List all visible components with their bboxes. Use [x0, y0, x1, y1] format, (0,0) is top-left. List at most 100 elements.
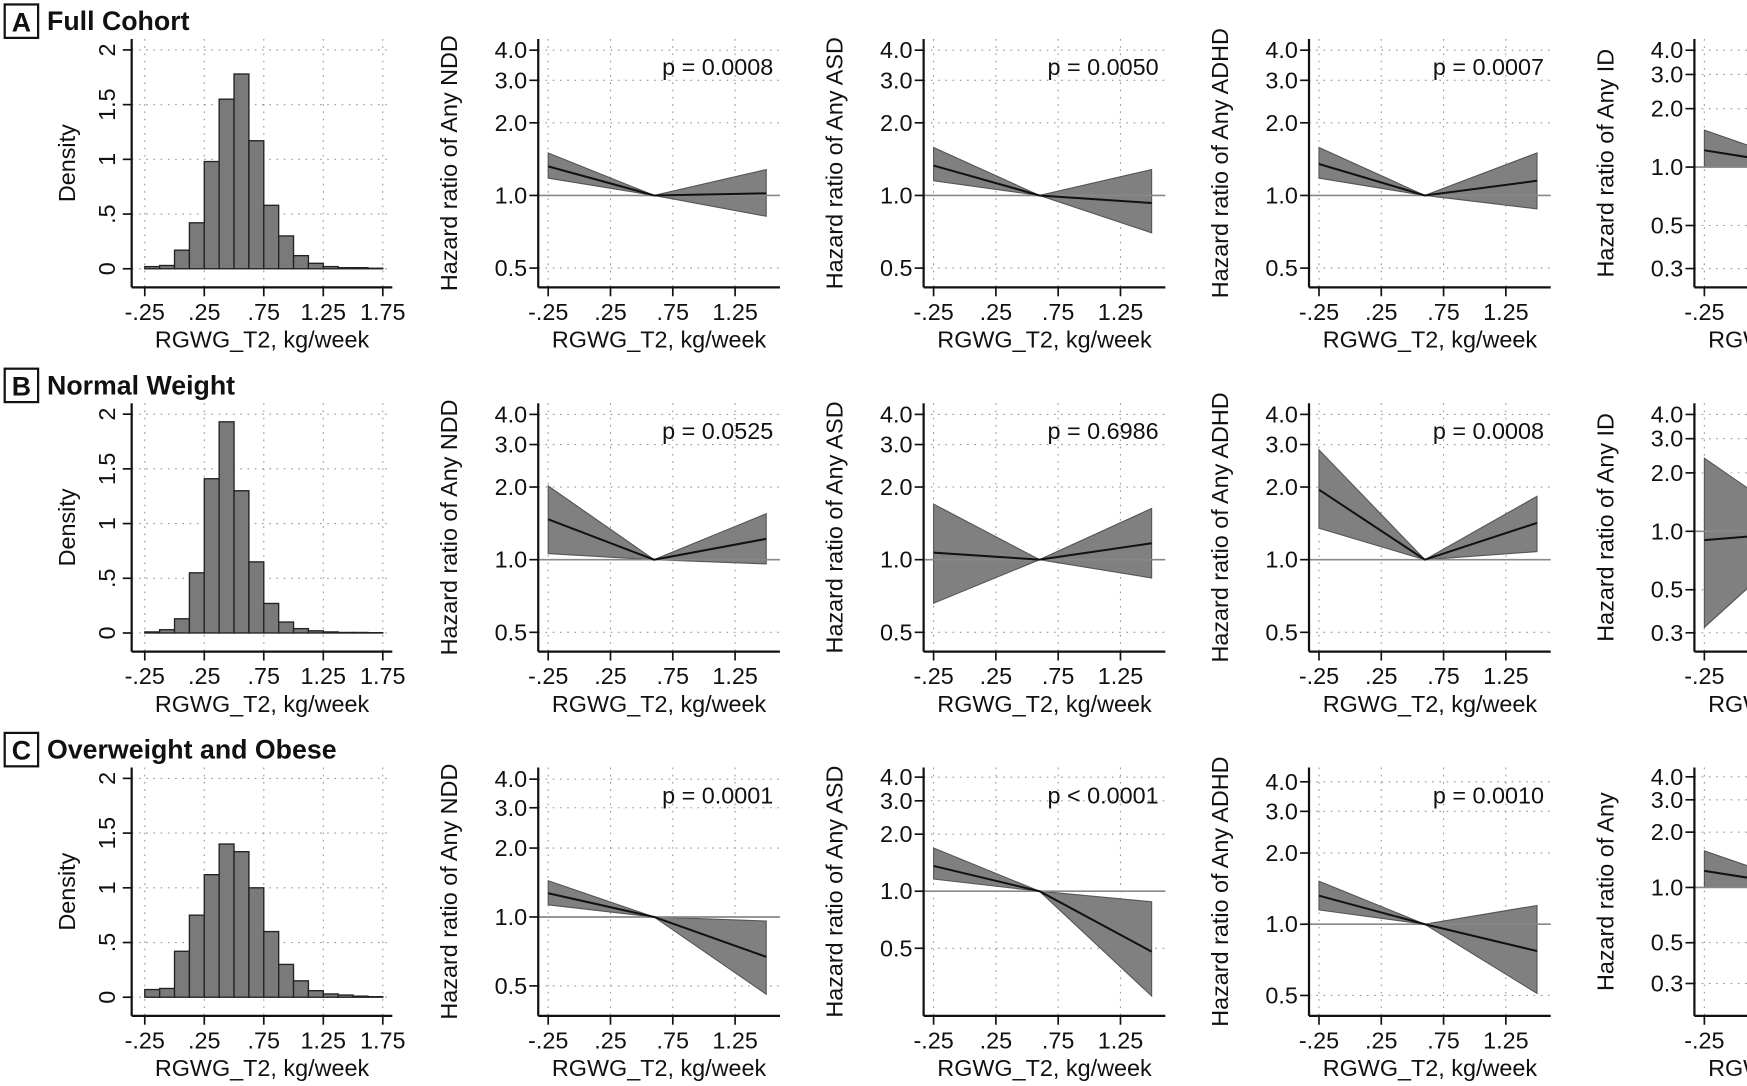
x-tick-label: 1.25: [301, 1027, 347, 1053]
x-tick-label: -.25: [1299, 1027, 1339, 1053]
x-tick-label: -.25: [1299, 663, 1339, 689]
x-tick-label: -.25: [913, 663, 953, 689]
hazard-line: [1318, 163, 1538, 197]
p-value: p = 0.0010: [1433, 782, 1544, 808]
x-tick-label: .75: [1042, 663, 1075, 689]
bar: [263, 602, 280, 634]
x-tick-label: .25: [1365, 1027, 1398, 1053]
y-tick-label: 3.0: [1265, 432, 1298, 458]
bar: [158, 264, 176, 270]
y-tick-label: 0.5: [495, 255, 527, 281]
confidence-band: [1703, 457, 1747, 629]
hazard-line: [547, 165, 767, 197]
y-tick-label: 3.0: [495, 432, 527, 458]
y-tick-label: 1.0: [1265, 911, 1298, 937]
y-tick-label: 2.0: [1265, 110, 1298, 136]
y-tick-label: 1.0: [1265, 547, 1298, 573]
x-tick-label: -.25: [913, 1027, 953, 1053]
hazard-line: [547, 892, 767, 958]
bar: [292, 254, 310, 270]
x-tick-label: 1.25: [712, 299, 758, 325]
y-axis-label: Hazard ratio of Any NDD: [436, 764, 462, 1020]
y-tick-label: 3.0: [880, 432, 913, 458]
hazard-line: [547, 518, 767, 561]
hazard-line: [933, 164, 1152, 205]
panel-title: Overweight and Obese: [47, 735, 337, 765]
y-tick-label: 3.0: [880, 67, 913, 93]
bar: [322, 265, 339, 270]
y-tick-label: 4.0: [880, 764, 913, 790]
p-value: p = 0.0008: [1433, 418, 1544, 444]
y-tick-label: 3.0: [1651, 61, 1684, 87]
y-tick-label: 0.5: [880, 255, 913, 281]
x-tick-label: 1.25: [301, 299, 347, 325]
y-tick-label: 3.0: [1651, 787, 1684, 813]
x-tick-label: -.25: [528, 299, 568, 325]
x-tick-label: 1.75: [360, 663, 406, 689]
y-tick-label: 0: [94, 626, 120, 639]
x-axis-label: RGWG_T2, kg/week: [155, 691, 370, 717]
y-tick-label: 2.0: [1265, 474, 1298, 500]
x-tick-label: .75: [248, 299, 280, 325]
x-tick-label: .75: [248, 663, 280, 689]
y-tick-label: 2: [94, 408, 120, 421]
y-tick-label: 2.0: [1651, 96, 1684, 122]
panel-label: C: [12, 736, 31, 766]
x-axis-label: RGWG_T2, kg/week: [1708, 327, 1747, 353]
x-tick-label: -.25: [1299, 299, 1339, 325]
x-tick-label: .25: [1365, 663, 1398, 689]
y-axis-label: Density: [54, 852, 80, 930]
confidence-band: [1703, 850, 1747, 888]
y-tick-label: 3.0: [880, 788, 913, 814]
y-tick-label: 1.0: [495, 904, 527, 930]
bar: [233, 851, 250, 998]
y-tick-label: 2.0: [495, 474, 527, 500]
x-tick-label: 1.75: [360, 299, 406, 325]
bar: [218, 98, 235, 270]
hazard-line: [1704, 149, 1747, 159]
panel-label: A: [12, 7, 31, 37]
x-tick-label: .75: [248, 1027, 280, 1053]
bar: [292, 627, 310, 634]
bar: [144, 631, 161, 634]
y-tick-label: 1.5: [94, 817, 120, 850]
y-axis-label: Density: [54, 124, 80, 202]
bar: [233, 73, 250, 270]
bar: [337, 267, 354, 270]
x-tick-label: .25: [188, 1027, 221, 1053]
bar: [173, 618, 191, 634]
hazard-line: [933, 542, 1152, 561]
x-axis-label: RGWG_T2, kg/week: [937, 691, 1152, 717]
x-axis-label: RGWG_T2, kg/week: [1323, 1055, 1538, 1081]
x-tick-label: .75: [1042, 299, 1075, 325]
x-tick-label: 1.25: [712, 1027, 758, 1053]
x-tick-label: 1.25: [1098, 663, 1144, 689]
x-tick-label: -.25: [528, 1027, 568, 1053]
x-tick-label: .25: [980, 299, 1013, 325]
y-tick-label: 3.0: [1265, 798, 1298, 824]
p-value: p = 0.0001: [662, 782, 773, 808]
y-tick-label: 1.0: [1651, 154, 1684, 180]
x-tick-label: -.25: [1684, 663, 1724, 689]
y-tick-label: 2.0: [880, 110, 913, 136]
panel-label-box: [3, 367, 40, 404]
y-tick-label: 0: [94, 991, 120, 1004]
x-tick-label: .25: [594, 663, 626, 689]
bar: [233, 490, 250, 634]
x-tick-label: .25: [188, 663, 221, 689]
x-tick-label: 1.25: [1098, 299, 1144, 325]
y-tick-label: 1.0: [495, 547, 527, 573]
y-tick-label: 2: [94, 772, 120, 785]
y-axis-label: Hazard ratio of Any ASD: [822, 766, 848, 1018]
confidence-band: [933, 847, 1153, 998]
bar: [263, 930, 280, 998]
y-tick-label: 1.0: [880, 182, 913, 208]
y-tick-label: 0.5: [1265, 619, 1298, 645]
x-axis-label: RGWG_T2, kg/week: [937, 327, 1152, 353]
y-axis-label: Hazard ratio of Any NDD: [436, 399, 462, 655]
x-tick-label: .25: [1365, 299, 1398, 325]
bar: [352, 631, 369, 634]
x-tick-label: 1.25: [712, 663, 758, 689]
confidence-band: [547, 484, 767, 565]
y-tick-label: 1.0: [1651, 518, 1684, 544]
